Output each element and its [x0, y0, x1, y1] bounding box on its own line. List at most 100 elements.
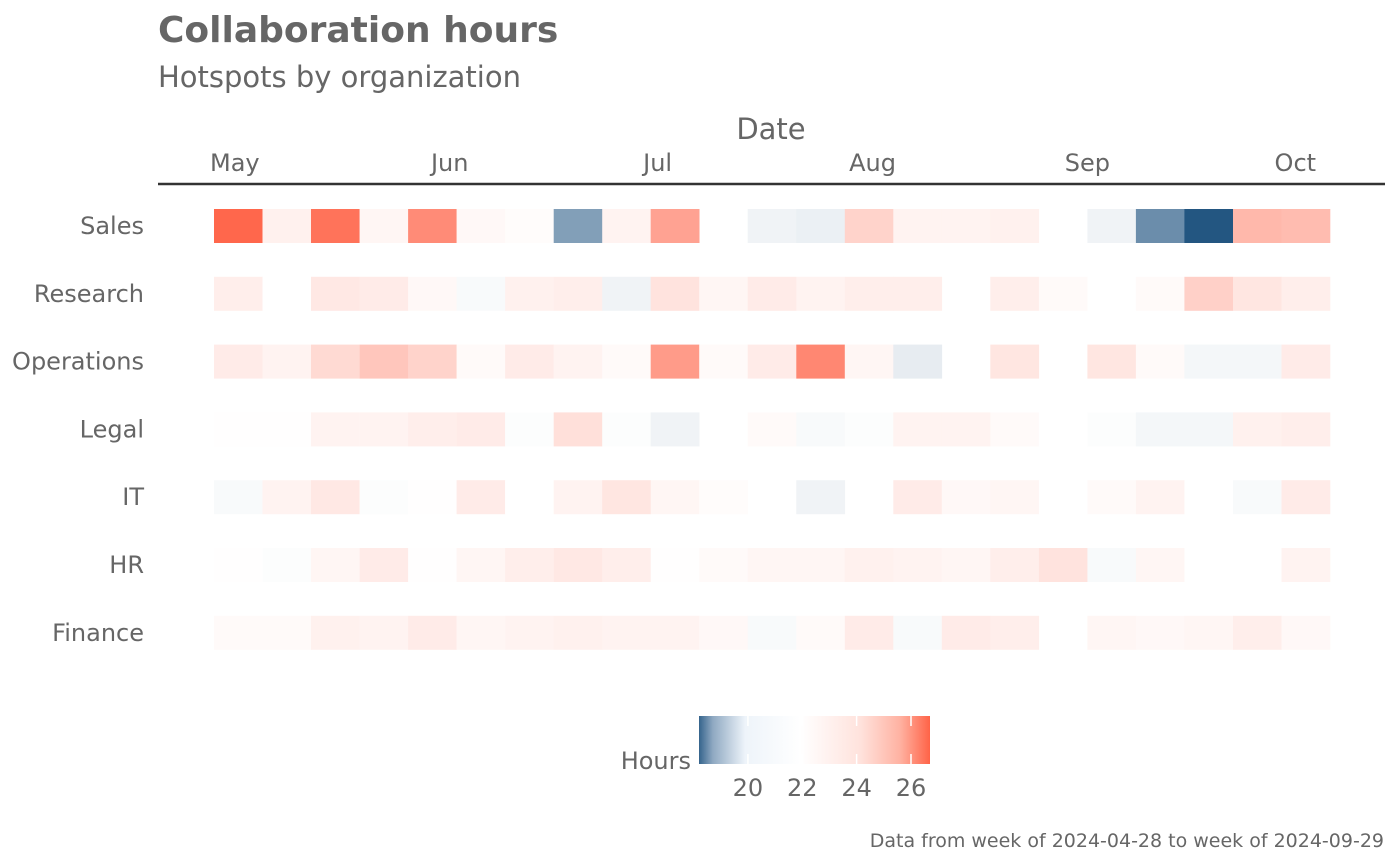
heatmap-cell [1087, 615, 1137, 650]
chart-title: Collaboration hours [158, 10, 558, 51]
heatmap-cell [505, 344, 554, 379]
heatmap-cell [650, 548, 700, 582]
heatmap-cell [602, 209, 651, 243]
heatmap-cell [1135, 412, 1185, 447]
heatmap-cell [941, 615, 991, 650]
heatmap-cell [650, 276, 700, 311]
heatmap-cell [553, 480, 603, 515]
heatmap-cell [990, 276, 1040, 311]
heatmap-cell [650, 480, 700, 515]
heatmap-cell [1135, 344, 1185, 379]
heatmap-cell [1184, 344, 1234, 379]
heatmap-cell [553, 276, 603, 311]
heatmap-cell [311, 276, 360, 311]
heatmap-cell [359, 548, 409, 582]
heatmap-cell [1233, 615, 1282, 650]
heatmap-cell [796, 209, 846, 243]
heatmap-cell [505, 480, 554, 515]
color-legend: Hours 20 22 24 26 [621, 716, 930, 802]
heatmap-cell [1087, 344, 1137, 379]
y-axis-labels: Sales Research Operations Legal IT HR Finance [12, 212, 144, 647]
heatmap-cell [553, 548, 603, 582]
heatmap-cell [747, 276, 797, 311]
heatmap-cell [1233, 548, 1282, 582]
heatmap-cell [505, 209, 554, 243]
heatmap-cell [408, 615, 457, 650]
heatmap-cell [844, 548, 894, 582]
heatmap-cell [796, 412, 846, 447]
heatmap-cell [1135, 615, 1185, 650]
heatmap-cell [1233, 276, 1282, 311]
heatmap-cell [990, 615, 1040, 650]
heatmap-cell [747, 209, 797, 243]
heatmap-cell [650, 615, 700, 650]
heatmap-cell [456, 548, 506, 582]
heatmap-cell [602, 276, 651, 311]
y-tick-label: Finance [52, 619, 144, 647]
heatmap-cell [359, 615, 409, 650]
heatmap-cell [941, 480, 991, 515]
heatmap-cell [1038, 480, 1088, 515]
heatmap-cell [1281, 344, 1331, 379]
heatmap-cell [553, 344, 603, 379]
y-tick-label: HR [109, 551, 144, 579]
heatmap-cell [1038, 276, 1088, 311]
heatmap-cell [214, 480, 263, 515]
legend-tick-label: 20 [733, 774, 764, 802]
heatmap-cells [214, 209, 1331, 650]
heatmap-cell [359, 412, 409, 447]
heatmap-cell [893, 548, 943, 582]
heatmap-cell [1184, 615, 1234, 650]
heatmap-cell [262, 615, 312, 650]
heatmap-cell [311, 412, 360, 447]
heatmap-cell [796, 548, 846, 582]
heatmap-cell [359, 480, 409, 515]
heatmap-cell [214, 344, 263, 379]
heatmap-cell [456, 209, 506, 243]
chart-caption: Data from week of 2024-04-28 to week of … [870, 830, 1384, 852]
heatmap-cell [553, 615, 603, 650]
heatmap-cell [262, 548, 312, 582]
heatmap-cell [990, 209, 1040, 243]
legend-title: Hours [621, 747, 691, 775]
heatmap-cell [602, 344, 651, 379]
heatmap-cell [262, 412, 312, 447]
heatmap-cell [214, 276, 263, 311]
heatmap-cell [844, 276, 894, 311]
x-axis-title: Date [736, 112, 805, 146]
heatmap-cell [359, 209, 409, 243]
heatmap-cell [1281, 480, 1331, 515]
heatmap-cell [941, 548, 991, 582]
heatmap-cell [1184, 548, 1234, 582]
heatmap-cell [941, 412, 991, 447]
y-tick-label: Operations [12, 348, 144, 376]
heatmap-cell [1135, 480, 1185, 515]
heatmap-cell [650, 209, 700, 243]
heatmap-cell [699, 548, 748, 582]
y-tick-label: Sales [80, 212, 144, 240]
chart-subtitle: Hotspots by organization [158, 60, 521, 94]
heatmap-cell [214, 548, 263, 582]
heatmap-cell [990, 548, 1040, 582]
heatmap-cell [1184, 412, 1234, 447]
heatmap-cell [1087, 480, 1137, 515]
heatmap-cell [1233, 412, 1282, 447]
heatmap-cell [408, 412, 457, 447]
heatmap-cell [359, 344, 409, 379]
heatmap-cell [893, 412, 943, 447]
heatmap-cell [844, 344, 894, 379]
heatmap-cell [505, 615, 554, 650]
heatmap-cell [796, 615, 846, 650]
heatmap-cell [1233, 344, 1282, 379]
heatmap-cell [1233, 480, 1282, 515]
heatmap-cell [1184, 276, 1234, 311]
y-tick-label: IT [122, 483, 144, 511]
heatmap-cell [844, 615, 894, 650]
heatmap-cell [990, 480, 1040, 515]
heatmap-cell [408, 344, 457, 379]
heatmap-cell [408, 209, 457, 243]
heatmap-cell [262, 209, 312, 243]
heatmap-cell [699, 276, 748, 311]
legend-tick-label: 26 [896, 774, 927, 802]
